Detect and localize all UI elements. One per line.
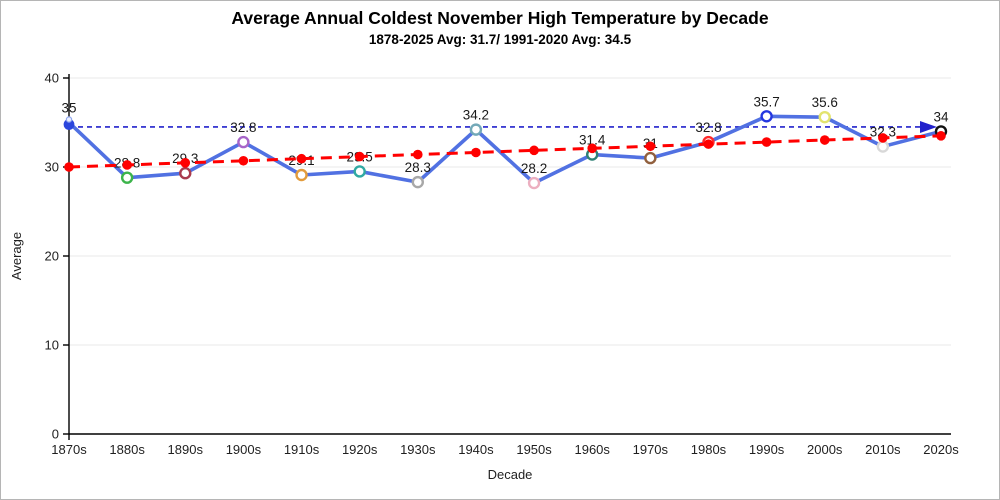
- trend-point-marker: [529, 145, 539, 156]
- data-label: 34: [933, 109, 949, 124]
- x-tick-label: 1930s: [400, 442, 436, 457]
- x-tick-label: 1960s: [574, 442, 610, 457]
- data-point-marker-cap: [65, 116, 73, 123]
- x-tick-label: 1950s: [516, 442, 552, 457]
- data-label: 35: [61, 101, 76, 116]
- y-tick-label: 40: [45, 71, 59, 86]
- data-label: 34.2: [463, 108, 489, 123]
- trend-point-marker: [878, 133, 888, 143]
- trend-point-marker: [238, 155, 249, 166]
- trend-point-marker: [587, 143, 597, 154]
- data-label: 28.2: [521, 161, 547, 176]
- data-label: 35.6: [812, 95, 838, 110]
- trend-point-marker: [703, 139, 714, 149]
- data-point-marker: [527, 176, 541, 190]
- trend-point-marker: [354, 151, 365, 162]
- data-label: 32.8: [230, 120, 256, 135]
- data-point-marker: [63, 119, 75, 130]
- trend-point-marker: [296, 153, 307, 164]
- data-point-marker: [876, 140, 890, 153]
- y-tick-label: 10: [45, 338, 59, 353]
- data-point-marker: [818, 110, 831, 124]
- trend-point-marker: [936, 131, 946, 141]
- data-point-marker: [644, 151, 657, 165]
- chart-subtitle: 1878-2025 Avg: 31.7/ 1991-2020 Avg: 34.5: [368, 32, 632, 47]
- x-tick-label: 1900s: [226, 442, 262, 457]
- data-point-marker: [760, 110, 773, 123]
- data-point-marker: [295, 168, 308, 182]
- x-tick-label: 2000s: [807, 442, 843, 457]
- trend-point-marker: [471, 147, 481, 158]
- temperature-line: [67, 114, 943, 185]
- trend-point-marker: [180, 158, 191, 168]
- y-tick-label: 20: [45, 249, 59, 264]
- data-point-marker: [353, 165, 366, 178]
- data-label: 32.8: [695, 120, 721, 135]
- trend-point-marker: [122, 160, 132, 170]
- x-tick-label: 1990s: [749, 442, 785, 457]
- trend-point-marker: [413, 149, 423, 160]
- data-point-marker: [469, 123, 483, 136]
- x-tick-label: 1980s: [691, 442, 727, 457]
- data-point-marker: [120, 171, 134, 184]
- data-label: 35.7: [753, 94, 779, 109]
- trend-line: [68, 134, 942, 169]
- x-tick-label: 2010s: [865, 442, 901, 457]
- data-label: 31.4: [579, 133, 606, 148]
- x-tick-label: 1880s: [109, 442, 145, 457]
- x-tick-label: 1920s: [342, 442, 378, 457]
- x-tick-label: 2020s: [923, 442, 959, 457]
- trend-point-marker: [645, 141, 656, 152]
- x-tick-label: 1940s: [458, 442, 494, 457]
- trend-point-marker: [64, 162, 74, 172]
- data-point-marker: [179, 167, 192, 180]
- data-label: 28.3: [405, 160, 431, 175]
- y-tick-label: 30: [45, 160, 59, 175]
- x-tick-label: 1910s: [284, 442, 320, 457]
- chart-title: Average Annual Coldest November High Tem…: [231, 8, 769, 28]
- x-tick-label: 1890s: [168, 442, 204, 457]
- trend-point-marker: [819, 135, 830, 145]
- x-tick-label: 1970s: [633, 442, 669, 457]
- y-axis-title: Average: [9, 232, 24, 280]
- data-point-marker: [411, 175, 424, 189]
- x-tick-label: 1870s: [51, 442, 87, 457]
- data-point-marker: [237, 135, 250, 149]
- reference-arrow-icon: [920, 120, 937, 133]
- trend-point-marker: [761, 137, 772, 147]
- data-label: 32.3: [870, 125, 896, 140]
- y-tick-label: 0: [52, 427, 59, 442]
- x-axis-title: Decade: [488, 467, 533, 482]
